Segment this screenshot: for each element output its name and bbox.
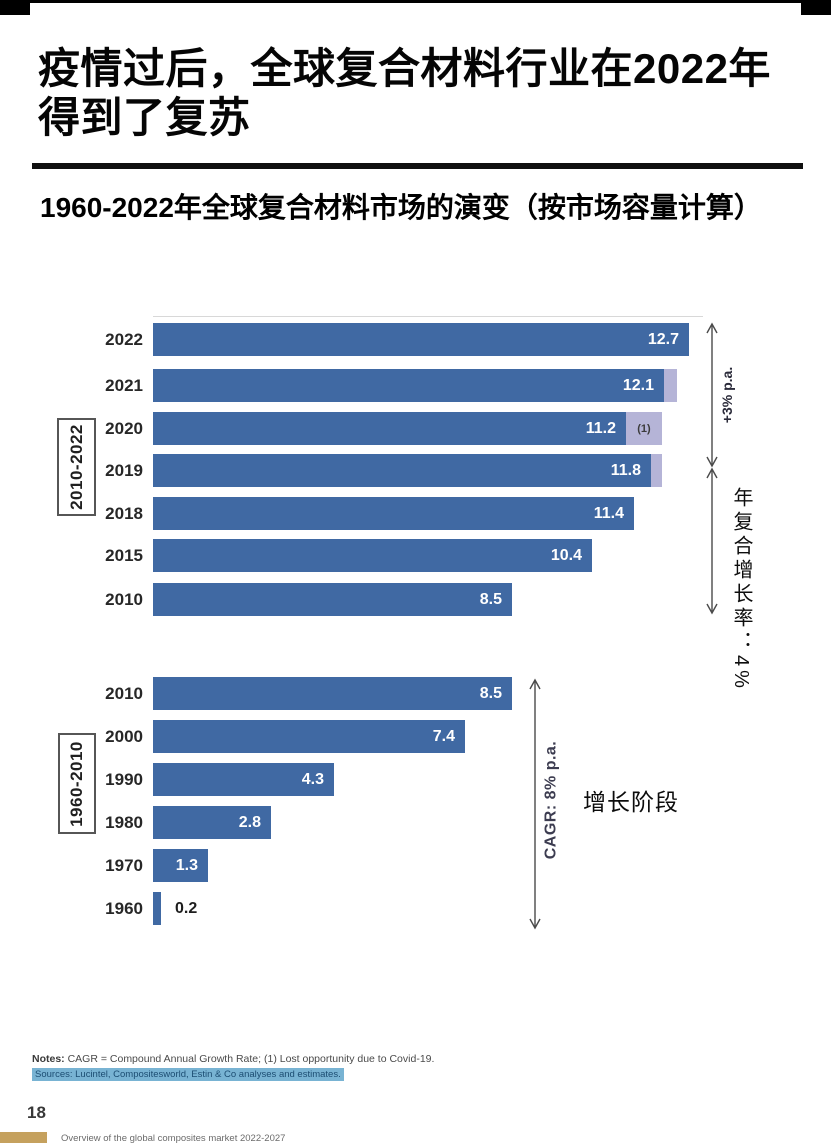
footer-report-title: Overview of the global composites market… xyxy=(61,1133,286,1143)
bar-value-label: 2.8 xyxy=(238,814,261,831)
bar-row-2010-2022-2019: 2019 11.8 xyxy=(0,454,831,487)
double-arrow-plus3-icon xyxy=(706,322,718,468)
bar-lost-opportunity-2021 xyxy=(664,369,677,402)
top-left-corner-mark xyxy=(0,0,30,15)
bar-year-label: 2015 xyxy=(105,546,143,565)
bar-value-label: 4.3 xyxy=(301,771,324,788)
top-right-corner-mark xyxy=(801,0,831,15)
top-border-line xyxy=(0,0,831,3)
plus3-annotation: +3% p.a. xyxy=(703,342,751,448)
bar-row-2010-2022-2015: 2015 10.4 xyxy=(0,539,831,572)
bar-2015: 10.4 xyxy=(153,539,592,572)
bar-row-1960-2010-1960: 1960 0.2 xyxy=(0,892,831,925)
bar-year-label: 2010 xyxy=(105,684,143,703)
bar-2019: 11.8 xyxy=(153,454,651,487)
group-box-1960-2010: 1960-2010 xyxy=(58,733,96,834)
group-box-1960-2010-label: 1960-2010 xyxy=(67,740,86,827)
bar-row-1960-2010-1990: 1990 4.3 xyxy=(0,763,831,796)
bar-value-label: 11.2 xyxy=(585,420,616,437)
sources-line: Sources: Lucintel, Compositesworld, Esti… xyxy=(32,1068,344,1081)
bar-value-label: 7.4 xyxy=(432,728,455,745)
notes-label: Notes: xyxy=(32,1053,65,1065)
page-title-line2: 得到了复苏 xyxy=(38,94,251,141)
bar-value-label: 11.8 xyxy=(610,462,641,479)
bar-year-label: 1970 xyxy=(105,856,143,875)
notes-text: CAGR = Compound Annual Growth Rate; (1) … xyxy=(64,1053,435,1065)
bar-row-2010-2022-2021: 2021 12.1 xyxy=(0,369,831,402)
notes-line: Notes: CAGR = Compound Annual Growth Rat… xyxy=(32,1053,434,1065)
double-arrow-cagr8-icon xyxy=(529,678,541,930)
cagr8-annotation-label: CAGR: 8% p.a. xyxy=(542,740,560,860)
bar-value-label: 8.5 xyxy=(479,591,502,608)
bar-year-label: 1990 xyxy=(105,770,143,789)
bar-year-label: 2018 xyxy=(105,504,143,523)
bar-row-2010-2022-2010: 2010 8.5 xyxy=(0,583,831,616)
bar-year-label: 2021 xyxy=(105,376,143,395)
bar-row-2010-2022-2022: 2022 12.7 xyxy=(0,323,831,356)
bar-lost-opportunity-2019 xyxy=(651,454,662,487)
bar-row-1960-2010-1980: 1980 2.8 xyxy=(0,806,831,839)
bar-value-label: 12.7 xyxy=(647,331,679,348)
page-title-line1: 疫情过后，全球复合材料行业在2022年 xyxy=(38,45,771,92)
bar-year-label: 2010 xyxy=(105,590,143,609)
bar-2018: 11.4 xyxy=(153,497,634,530)
page-number: 18 xyxy=(27,1103,46,1122)
bar-1980: 2.8 xyxy=(153,806,271,839)
plus3-annotation-label: +3% p.a. xyxy=(719,366,736,424)
bar-row-1960-2010-2010: 2010 8.5 xyxy=(0,677,831,710)
growth-stage-label: 增长阶段 xyxy=(583,789,679,815)
bar-value-label: 11.4 xyxy=(593,505,624,522)
chart-subtitle: 1960-2022年全球复合材料市场的演变（按市场容量计算） xyxy=(40,192,762,223)
bar-year-label: 1980 xyxy=(105,813,143,832)
cagr4-annotation: 年复合增长率：4% xyxy=(730,487,752,692)
bar-row-1960-2010-1970: 1970 1.3 xyxy=(0,849,831,882)
bar-value-label: 0.2 xyxy=(175,900,198,917)
bar-2020: 11.2 xyxy=(153,412,626,445)
group-box-2010-2022: 2010-2022 xyxy=(57,418,96,516)
bar-lost-opportunity-2020: (1) xyxy=(626,412,662,445)
bar-year-label: 2019 xyxy=(105,461,143,480)
bar-value-label: 8.5 xyxy=(479,685,502,702)
chart-top-hairline xyxy=(153,316,703,317)
bar-1960 xyxy=(153,892,161,925)
lost-note-label: (1) xyxy=(637,422,651,435)
bar-2000: 7.4 xyxy=(153,720,465,753)
bar-2021: 12.1 xyxy=(153,369,664,402)
bar-year-label: 2022 xyxy=(105,330,143,349)
page-title: 疫情过后，全球复合材料行业在2022年 得到了复苏 xyxy=(38,44,798,142)
bar-2022: 12.7 xyxy=(153,323,689,356)
bar-year-label: 1960 xyxy=(105,899,143,918)
bar-1970: 1.3 xyxy=(153,849,208,882)
bar-2010: 8.5 xyxy=(153,583,512,616)
bar-row-1960-2010-2000: 2000 7.4 xyxy=(0,720,831,753)
bar-value-label: 1.3 xyxy=(175,857,198,874)
bar-value-label: 10.4 xyxy=(550,547,582,564)
title-divider xyxy=(32,163,803,169)
bar-year-label: 2000 xyxy=(105,727,143,746)
bar-2010: 8.5 xyxy=(153,677,512,710)
sources-text: Sources: Lucintel, Compositesworld, Esti… xyxy=(32,1068,344,1081)
bar-year-label: 2020 xyxy=(105,419,143,438)
bar-1990: 4.3 xyxy=(153,763,334,796)
bar-value-label: 12.1 xyxy=(622,377,654,394)
double-arrow-cagr4-icon xyxy=(706,467,718,615)
group-box-2010-2022-label: 2010-2022 xyxy=(66,424,86,510)
footer-gold-bar xyxy=(0,1132,47,1143)
bar-row-2010-2022-2018: 2018 11.4 xyxy=(0,497,831,530)
cagr8-annotation: CAGR: 8% p.a. xyxy=(527,692,575,908)
bar-row-2010-2022-2020: 2020 11.2 (1) xyxy=(0,412,831,445)
